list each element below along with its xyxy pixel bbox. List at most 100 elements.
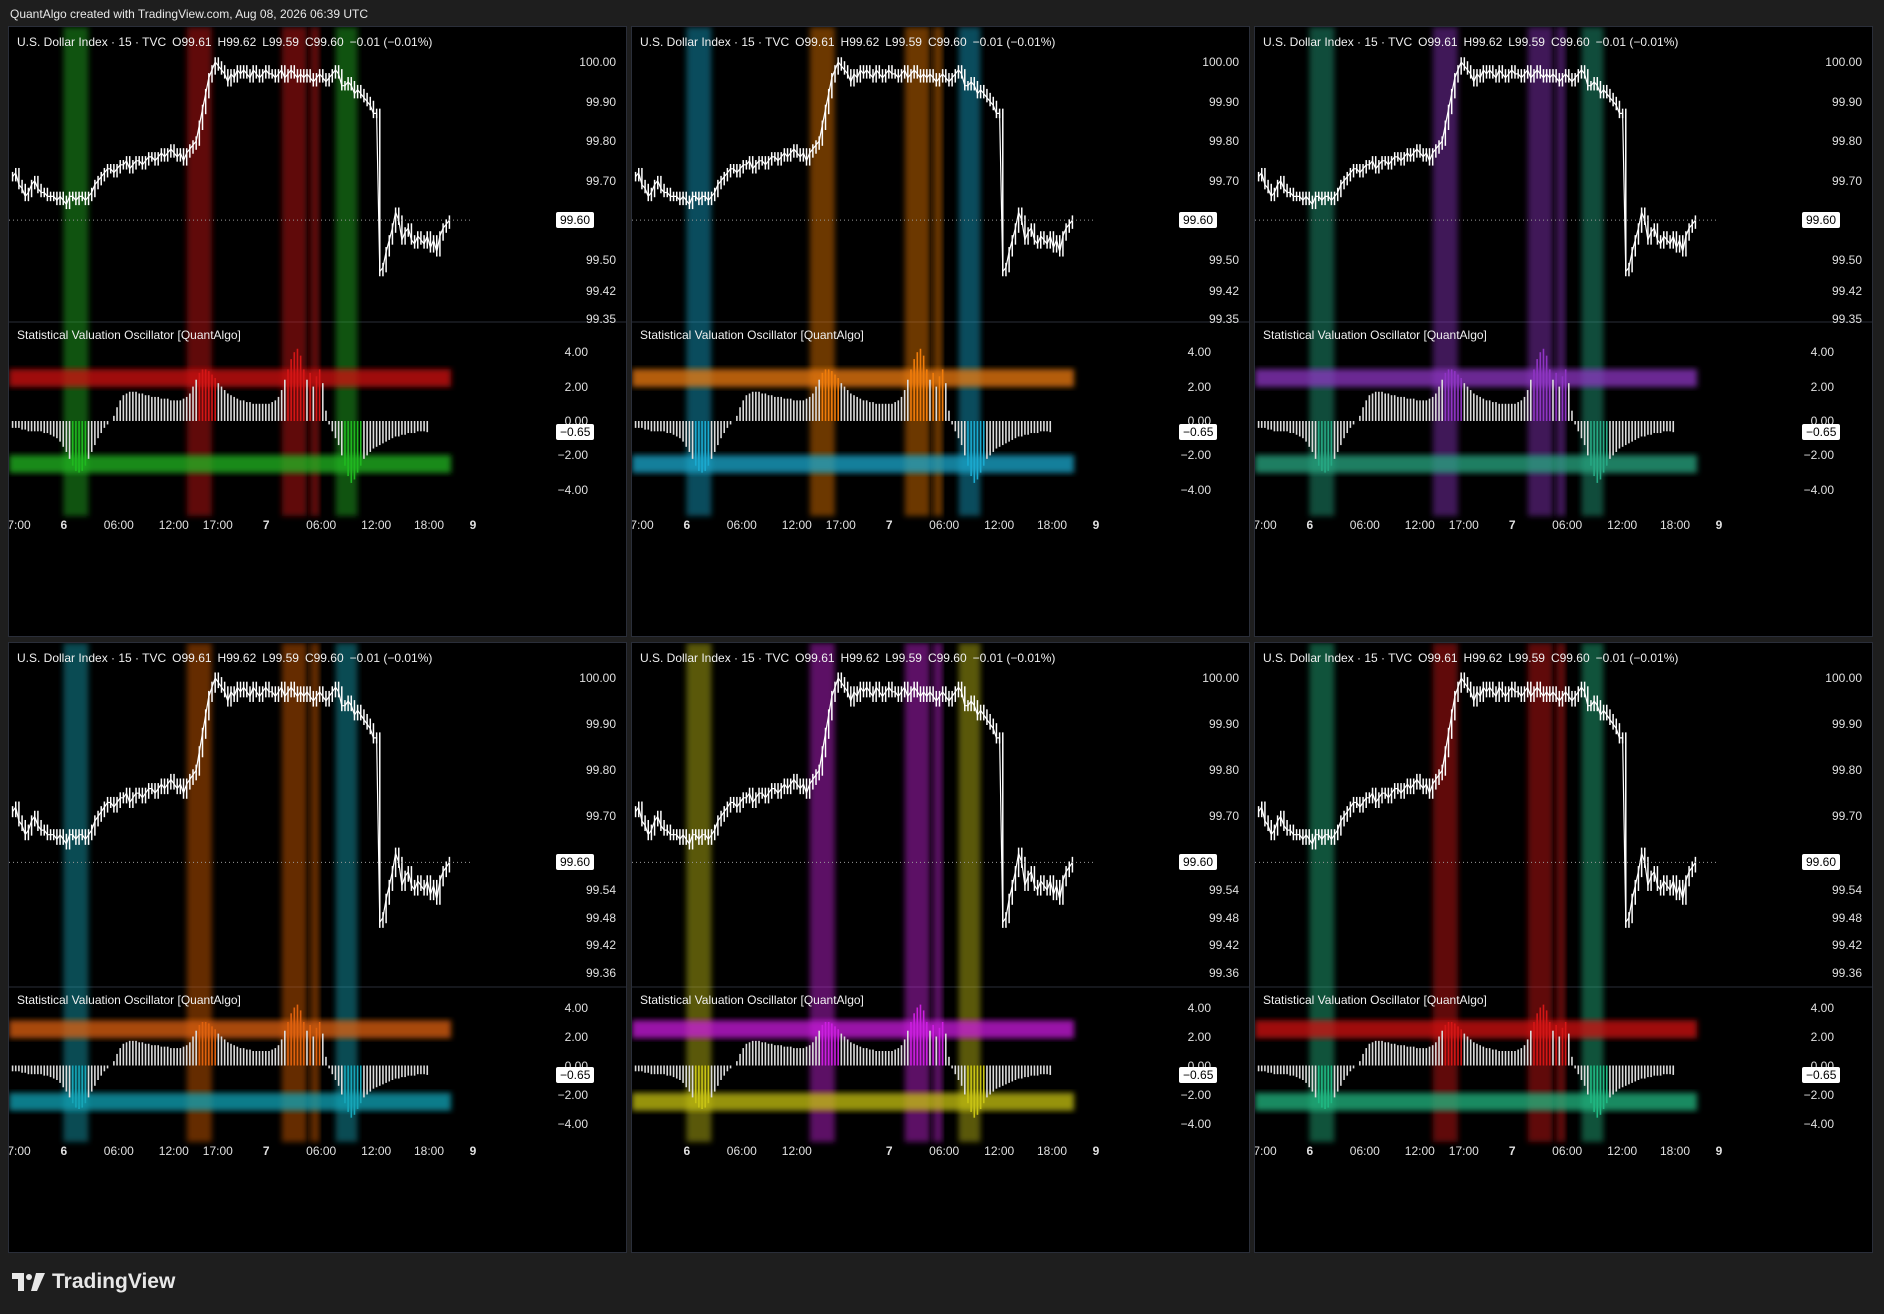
last-osc-tag: −0.65 (1179, 424, 1218, 441)
tradingview-logo[interactable]: TradingView (12, 1270, 175, 1294)
legend-item: U.S. Dollar Index · 15 · TVC (640, 35, 790, 49)
signal-band-overbought-3 (281, 643, 307, 1142)
time-axis-tick: 18:00 (1659, 518, 1691, 532)
osc-axis-tick: −2.00 (557, 448, 588, 463)
last-price-tag: 99.60 (1179, 854, 1218, 871)
oscillator-title: Statistical Valuation Oscillator [QuantA… (17, 328, 241, 342)
time-axis-tick: 7:00 (1254, 518, 1277, 532)
legend-item: O99.61 (172, 35, 212, 49)
legend-item: −0.01 (−0.01%) (349, 35, 433, 49)
time-axis-tick: 12:00 (781, 518, 812, 532)
price-axis-tick: 99.70 (1831, 809, 1862, 824)
time-axis-tick: 12:00 (1607, 1144, 1638, 1158)
signal-band-overbought-4 (933, 27, 943, 516)
signal-band-oversold-5 (958, 27, 981, 516)
price-axis-tick: 100.00 (1202, 55, 1239, 69)
legend-item: H99.62 (840, 651, 880, 665)
osc-axis-tick: 4.00 (1810, 345, 1834, 360)
signal-band-overbought-2 (1432, 27, 1458, 516)
time-axis-tick: 06:00 (726, 1144, 757, 1158)
chart-panel-3[interactable]: U.S. Dollar Index · 15 · TVC O99.61 H99.62… (1254, 26, 1873, 637)
legend-item: O99.61 (172, 651, 212, 665)
chart-panel-6[interactable]: U.S. Dollar Index · 15 · TVC O99.61 H99.62… (1254, 642, 1873, 1253)
chart-svg (1255, 643, 1872, 1142)
price-axis-tick: 99.70 (1208, 809, 1239, 824)
time-axis-tick: 17:00 (1448, 1144, 1479, 1158)
chart-svg (632, 643, 1249, 1142)
time-axis-tick: 7 (262, 1144, 270, 1158)
chart-svg (9, 27, 626, 516)
oscillator-title: Statistical Valuation Oscillator [QuantA… (17, 993, 241, 1007)
signal-band-oversold-5 (335, 27, 358, 516)
chart-legend: U.S. Dollar Index · 15 · TVC O99.61 H99.62… (17, 35, 438, 49)
signal-band-oversold-1 (63, 643, 89, 1142)
legend-item: C99.60 (927, 35, 967, 49)
price-line (1258, 60, 1696, 274)
chart-panel-4[interactable]: U.S. Dollar Index · 15 · TVC O99.61 H99.62… (8, 642, 627, 1253)
price-axis-tick: 99.80 (585, 763, 616, 778)
price-axis-tick: 99.80 (1831, 763, 1862, 778)
price-axis-tick: 99.80 (1208, 763, 1239, 778)
overbought-threshold-band (1255, 369, 1697, 387)
signal-band-overbought-3 (904, 643, 930, 1142)
tradingview-brand-name: TradingView (52, 1270, 176, 1293)
osc-axis-tick: 2.00 (1187, 1029, 1211, 1044)
osc-axis-tick: 2.00 (1810, 1029, 1834, 1044)
time-axis-tick: 12:00 (984, 1144, 1015, 1158)
legend-item: H99.62 (1463, 651, 1503, 665)
price-line (1258, 676, 1696, 925)
price-axis-tick: 99.80 (1208, 134, 1239, 149)
osc-axis-tick: −4.00 (1803, 1116, 1834, 1131)
price-axis-tick: 99.36 (1831, 966, 1862, 980)
time-axis-tick: 6 (1306, 518, 1314, 532)
legend-item: U.S. Dollar Index · 15 · TVC (1263, 651, 1413, 665)
osc-axis-tick: −4.00 (1180, 482, 1211, 497)
chart-panel-1[interactable]: U.S. Dollar Index · 15 · TVC O99.61 H99.62… (8, 26, 627, 637)
price-axis-tick: 99.90 (1831, 717, 1862, 732)
time-axis-tick: 9 (469, 1144, 477, 1158)
signal-band-overbought-3 (281, 27, 307, 516)
time-axis-tick: 6 (60, 1144, 68, 1158)
chart-panel-2[interactable]: U.S. Dollar Index · 15 · TVC O99.61 H99.62… (631, 26, 1250, 637)
time-axis-tick: 17:00 (202, 1144, 233, 1158)
legend-item: O99.61 (1418, 35, 1458, 49)
osc-axis-tick: −2.00 (557, 1087, 588, 1102)
time-axis-tick: 06:00 (929, 518, 960, 532)
chart-legend: U.S. Dollar Index · 15 · TVC O99.61 H99.62… (640, 651, 1061, 665)
chart-panel-5[interactable]: U.S. Dollar Index · 15 · TVC O99.61 H99.62… (631, 642, 1250, 1253)
last-price-tag: 99.60 (1802, 212, 1841, 229)
legend-item: O99.61 (795, 651, 835, 665)
time-axis-tick: 9 (1092, 518, 1100, 532)
signal-band-oversold-5 (1581, 643, 1604, 1142)
overbought-threshold-band (632, 1020, 1074, 1039)
chart-legend: U.S. Dollar Index · 15 · TVC O99.61 H99.62… (17, 651, 438, 665)
oversold-threshold-band (632, 455, 1074, 473)
price-axis-tick: 99.36 (1208, 966, 1239, 980)
legend-item: H99.62 (217, 651, 257, 665)
time-axis-tick: 12:00 (158, 1144, 189, 1158)
price-axis-tick: 99.80 (1831, 134, 1862, 149)
legend-item: U.S. Dollar Index · 15 · TVC (17, 651, 167, 665)
price-axis-tick: 99.50 (1208, 252, 1239, 267)
signal-band-overbought-4 (310, 27, 320, 516)
price-axis-tick: 99.90 (585, 717, 616, 732)
time-axis-tick: 12:00 (1404, 1144, 1435, 1158)
time-axis-tick: 7 (1508, 1144, 1516, 1158)
time-axis-tick: 17:00 (1448, 518, 1479, 532)
price-axis-tick: 99.54 (585, 883, 616, 898)
legend-item: C99.60 (304, 35, 344, 49)
time-axis-tick: 12:00 (158, 518, 189, 532)
time-axis-tick: 7:00 (1254, 1144, 1277, 1158)
time-axis-tick: 9 (1092, 1144, 1100, 1158)
price-axis-tick: 100.00 (1202, 671, 1239, 685)
time-axis-tick: 06:00 (1349, 518, 1380, 532)
legend-item: −0.01 (−0.01%) (1595, 651, 1679, 665)
time-axis-tick: 12:00 (1607, 518, 1638, 532)
last-price-tag: 99.60 (556, 212, 595, 229)
chart-svg (9, 643, 626, 1142)
price-axis-tick: 100.00 (1825, 671, 1862, 685)
time-axis-tick: 06:00 (726, 518, 757, 532)
price-axis-tick: 100.00 (1825, 55, 1862, 69)
oversold-threshold-band (1255, 455, 1697, 473)
chart-legend: U.S. Dollar Index · 15 · TVC O99.61 H99.62… (1263, 651, 1684, 665)
